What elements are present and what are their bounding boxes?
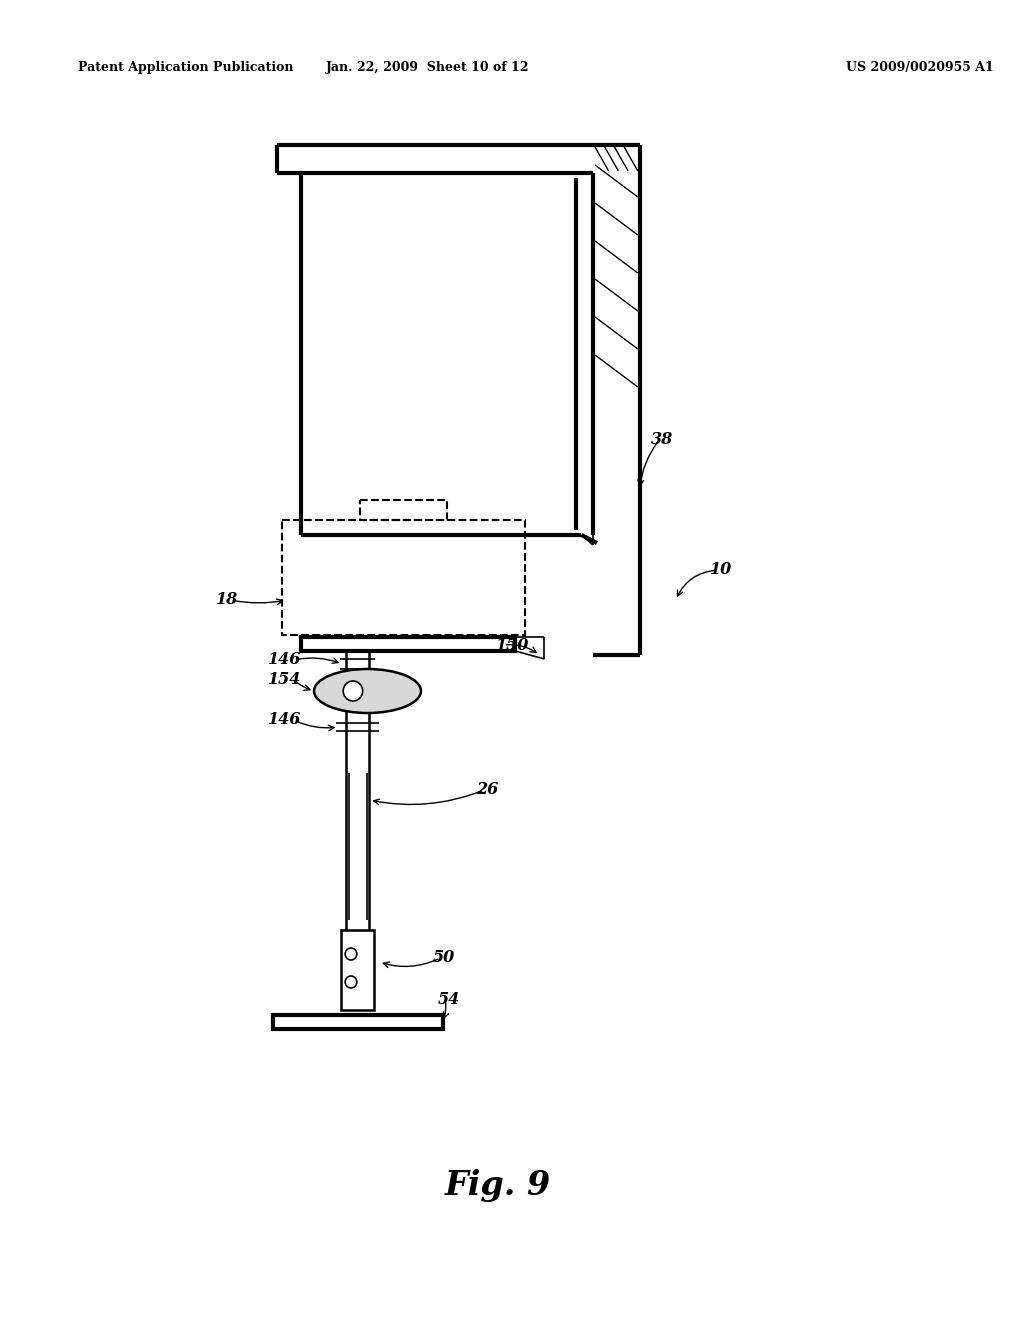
Bar bbox=[341, 931, 375, 1010]
Text: 54: 54 bbox=[437, 991, 460, 1008]
Circle shape bbox=[345, 948, 356, 960]
Circle shape bbox=[343, 681, 362, 701]
Text: Fig. 9: Fig. 9 bbox=[444, 1168, 551, 1201]
Text: 18: 18 bbox=[216, 591, 239, 609]
Text: 10: 10 bbox=[710, 561, 732, 578]
Text: 146: 146 bbox=[268, 711, 301, 729]
Bar bbox=[273, 1015, 443, 1030]
Text: Patent Application Publication: Patent Application Publication bbox=[78, 62, 293, 74]
Ellipse shape bbox=[314, 669, 421, 713]
Circle shape bbox=[345, 975, 356, 987]
Bar bbox=[359, 500, 447, 520]
Bar bbox=[282, 520, 525, 635]
Text: 154: 154 bbox=[268, 672, 301, 689]
Text: 146: 146 bbox=[268, 652, 301, 668]
Text: Jan. 22, 2009  Sheet 10 of 12: Jan. 22, 2009 Sheet 10 of 12 bbox=[326, 62, 529, 74]
Text: US 2009/0020955 A1: US 2009/0020955 A1 bbox=[846, 62, 993, 74]
Text: 50: 50 bbox=[433, 949, 455, 966]
Text: 150: 150 bbox=[496, 636, 529, 653]
Bar bbox=[301, 638, 515, 651]
Text: 26: 26 bbox=[476, 781, 499, 799]
Text: 38: 38 bbox=[651, 432, 674, 449]
